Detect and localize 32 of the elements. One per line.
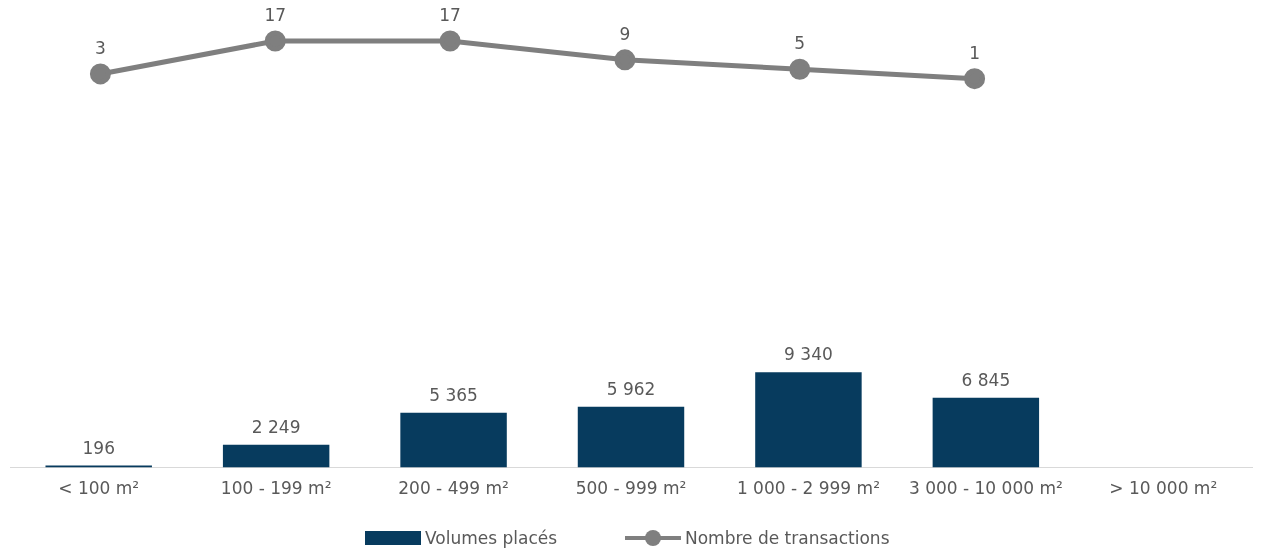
- legend-label: Nombre de transactions: [685, 528, 890, 548]
- data-label: 5 365: [429, 384, 478, 405]
- data-label: 5 962: [606, 378, 656, 399]
- bar: [577, 406, 685, 468]
- data-label: 3: [95, 37, 106, 58]
- bar: [222, 444, 330, 468]
- point: [264, 30, 286, 52]
- legend-label: Volumes placés: [425, 528, 558, 548]
- x-tick-label: > 10 000 m²: [1109, 478, 1218, 499]
- x-tick-label: 3 000 - 10 000 m²: [908, 478, 1063, 499]
- point: [964, 68, 986, 90]
- x-tick-label: 1 000 - 2 999 m²: [736, 478, 880, 499]
- data-label: 9 340: [784, 344, 833, 365]
- bar: [755, 372, 862, 468]
- data-label: 196: [82, 437, 115, 458]
- point: [439, 30, 461, 52]
- data-label: 9: [619, 23, 631, 44]
- x-tick-label: 200 - 499 m²: [398, 478, 509, 499]
- bar: [932, 397, 1040, 468]
- x-tick-label: 100 - 199 m²: [220, 478, 332, 499]
- data-label: 2 249: [251, 416, 301, 437]
- data-label: 1: [969, 42, 980, 63]
- data-label: 6 845: [961, 369, 1011, 390]
- point: [89, 63, 111, 85]
- point: [614, 49, 636, 71]
- data-label: 17: [439, 4, 461, 25]
- data-label: 17: [264, 4, 287, 25]
- data-label: 5: [794, 33, 806, 54]
- point: [789, 58, 811, 80]
- x-tick-label: 500 - 999 m²: [575, 478, 687, 499]
- x-tick-label: < 100 m²: [58, 478, 140, 499]
- bar: [400, 412, 507, 468]
